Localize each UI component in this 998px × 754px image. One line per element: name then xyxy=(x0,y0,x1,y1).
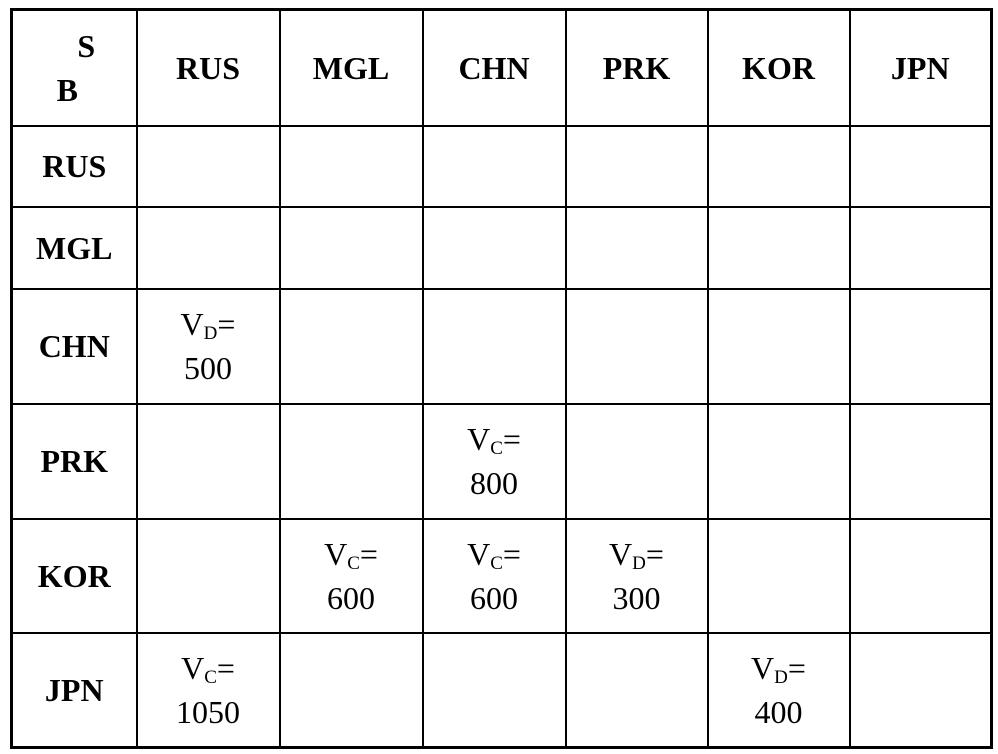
column-header-jpn: JPN xyxy=(848,8,993,127)
table-cell xyxy=(848,124,993,208)
cell-variable-symbol: V xyxy=(467,535,491,572)
cell-variable: VC= xyxy=(281,532,422,576)
cell-value: 500 xyxy=(184,350,232,386)
table-cell xyxy=(848,205,993,290)
cell-value: 300 xyxy=(612,579,661,616)
row-header-chn: CHN xyxy=(10,287,138,405)
table-cell xyxy=(848,517,993,634)
table-cell xyxy=(278,205,424,290)
table-cell xyxy=(706,402,851,520)
column-header-mgl: MGL xyxy=(278,8,424,127)
cell-value: 600 xyxy=(327,579,375,616)
column-header-chn: CHN xyxy=(421,8,567,127)
cell-equals-sign: = xyxy=(216,649,235,686)
cell-variable-subscript: C xyxy=(490,438,503,459)
table-cell xyxy=(848,402,993,520)
table-cell: VC= 600 xyxy=(278,517,424,634)
table-cell xyxy=(135,517,281,634)
cell-variable-subscript: C xyxy=(204,666,217,688)
cell-equals-sign: = xyxy=(217,306,236,342)
table-cell xyxy=(421,631,567,749)
cell-variable: VC= xyxy=(138,646,279,690)
table-cell xyxy=(848,631,993,749)
table-cell xyxy=(564,402,709,520)
cell-value: 600 xyxy=(470,579,518,616)
cell-variable-symbol: V xyxy=(324,535,348,572)
table-cell: VC= 800 xyxy=(421,402,567,520)
cell-equals-sign: = xyxy=(502,535,521,572)
cell-variable: VD= xyxy=(709,646,849,690)
table-cell xyxy=(564,287,709,405)
table-cell: VD= 500 xyxy=(135,287,281,405)
cell-equals-sign: = xyxy=(502,421,521,457)
table-cell xyxy=(706,124,851,208)
cell-variable-symbol: V xyxy=(467,421,491,457)
table-cell xyxy=(421,124,567,208)
cell-variable: VC= xyxy=(424,417,565,461)
cell-variable-symbol: V xyxy=(181,649,205,686)
corner-bottom-label: B xyxy=(56,71,78,108)
cell-variable-subscript: C xyxy=(490,552,503,574)
table-cell xyxy=(564,205,709,290)
table-row: RUS xyxy=(10,124,993,208)
cell-variable-subscript: D xyxy=(203,323,218,344)
column-header-kor: KOR xyxy=(706,8,851,127)
cell-variable-subscript: D xyxy=(632,552,646,574)
table-cell xyxy=(421,287,567,405)
cell-equals-sign: = xyxy=(787,649,806,686)
table-row: KOR VC= 600 VC= 600 VD= 300 xyxy=(10,517,993,634)
table-cell xyxy=(135,205,281,290)
cell-value: 800 xyxy=(470,465,518,501)
table-cell xyxy=(564,124,709,208)
table-cell xyxy=(135,402,281,520)
row-header-prk: PRK xyxy=(10,402,138,520)
table-cell xyxy=(421,205,567,290)
cell-value: 1050 xyxy=(176,693,240,730)
table-row: CHN VD= 500 xyxy=(10,287,993,405)
cell-variable-subscript: D xyxy=(774,666,788,688)
cell-variable-symbol: V xyxy=(751,649,775,686)
table-cell xyxy=(706,287,851,405)
table-cell xyxy=(706,205,851,290)
cell-variable: VD= xyxy=(138,302,279,346)
cell-variable: VD= xyxy=(567,532,707,576)
cell-variable-symbol: V xyxy=(180,306,204,342)
table-cell xyxy=(278,631,424,749)
corner-cell: S B xyxy=(10,8,138,127)
table-cell xyxy=(278,402,424,520)
cell-value: 400 xyxy=(754,693,803,730)
table-cell: VC= 600 xyxy=(421,517,567,634)
table-cell: VC= 1050 xyxy=(135,631,281,749)
trade-matrix-table: S B RUS MGL CHN PRK KOR JPN RUS MGL CHN VD= 500 PR… xyxy=(10,8,993,749)
corner-top-label: S xyxy=(77,27,96,64)
table-cell xyxy=(135,124,281,208)
table-row: PRK VC= 800 xyxy=(10,402,993,520)
cell-variable-symbol: V xyxy=(609,535,633,572)
column-header-rus: RUS xyxy=(135,8,281,127)
row-header-mgl: MGL xyxy=(10,205,138,290)
row-header-jpn: JPN xyxy=(10,631,138,749)
row-header-rus: RUS xyxy=(10,124,138,208)
cell-variable-subscript: C xyxy=(347,552,360,574)
table-cell xyxy=(706,517,851,634)
table-cell: VD= 400 xyxy=(706,631,851,749)
row-header-kor: KOR xyxy=(10,517,138,634)
table-row: MGL xyxy=(10,205,993,290)
cell-equals-sign: = xyxy=(359,535,378,572)
cell-variable: VC= xyxy=(424,532,565,576)
table-cell xyxy=(278,287,424,405)
table-cell xyxy=(564,631,709,749)
table-cell: VD= 300 xyxy=(564,517,709,634)
table-row: JPN VC= 1050 VD= 400 xyxy=(10,631,993,749)
table-cell xyxy=(278,124,424,208)
table-cell xyxy=(848,287,993,405)
cell-equals-sign: = xyxy=(645,535,664,572)
header-row: S B RUS MGL CHN PRK KOR JPN xyxy=(10,8,993,127)
column-header-prk: PRK xyxy=(564,8,709,127)
